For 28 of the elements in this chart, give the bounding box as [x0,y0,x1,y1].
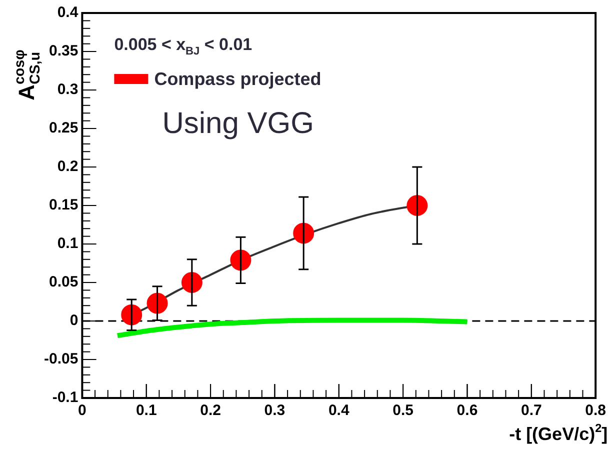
point [146,292,168,314]
point [293,222,314,244]
y-tick-label: 0.05 [48,274,78,291]
y-tick-label: 0.15 [48,196,78,214]
x-tick-label: 0.1 [136,402,157,420]
annotation: Using VGG [162,107,314,140]
y-axis-title: AcosφCS,u [12,50,44,100]
y-tick-label: 0.1 [57,235,78,252]
y-tick-label: 0.3 [57,81,78,98]
x-tick-label: 0.2 [200,402,221,420]
y-tick-label: -0.05 [44,350,78,368]
y-tick-label: 0.2 [57,158,78,176]
y-tick-label: 0.35 [48,42,78,60]
y-tick-label: 0.25 [48,120,78,137]
x-tick-label: 0.3 [264,402,286,420]
x-tick-label: 0.7 [520,402,542,420]
point [406,195,428,216]
y-tick-label: 0.4 [57,4,79,22]
x-tick-label: 0.4 [328,402,350,420]
x-tick-label: 0.6 [456,402,478,420]
point [230,250,252,271]
point [121,304,142,326]
y-tick-label: 0 [70,312,78,330]
legend-label: Compass projected [154,69,322,89]
y-tick-label: -0.1 [52,389,78,406]
x-tick-label: 0.5 [392,402,414,420]
x-tick-label: 0.8 [585,402,606,420]
point [181,272,202,293]
